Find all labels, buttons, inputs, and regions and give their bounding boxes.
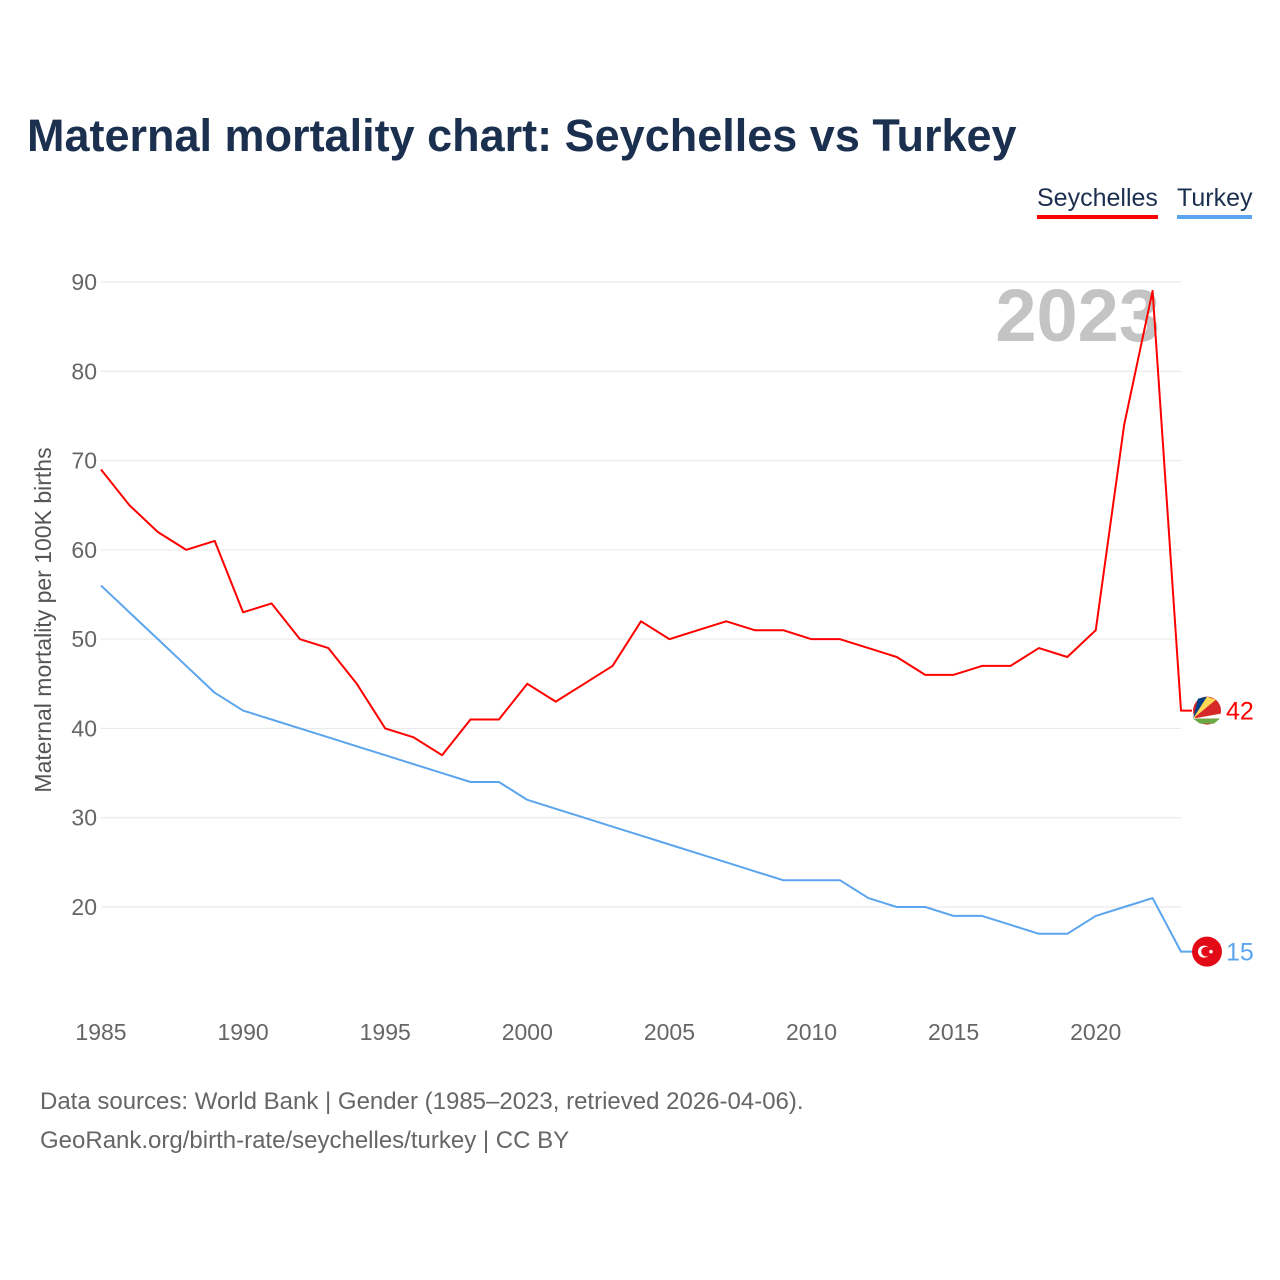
y-tick-label: 20 <box>71 894 97 920</box>
series-line-turkey <box>100 584 1192 953</box>
year-watermark: 2023 <box>995 274 1160 357</box>
chart-title: Maternal mortality chart: Seychelles vs … <box>27 110 1017 161</box>
y-tick-label: 30 <box>71 805 97 831</box>
x-tick-label: 1990 <box>218 1019 269 1045</box>
seychelles-flag-icon <box>1193 696 1221 725</box>
x-tick-label: 2015 <box>928 1019 979 1045</box>
x-tick-label: 2010 <box>786 1019 837 1045</box>
x-tick-label: 2020 <box>1070 1019 1121 1045</box>
flag-white <box>1193 713 1221 719</box>
star <box>1209 949 1213 954</box>
x-tick-label: 1985 <box>75 1019 126 1045</box>
crescent-cut <box>1201 946 1211 957</box>
y-tick-label: 50 <box>71 626 97 652</box>
legend-turkey[interactable]: Turkey <box>1177 184 1253 219</box>
y-tick-label: 70 <box>71 448 97 474</box>
x-tick-label: 2005 <box>644 1019 695 1045</box>
flag-yellow <box>1193 696 1216 719</box>
series-line-seychelles <box>100 289 1192 757</box>
end-value-label: 42 <box>1226 698 1254 726</box>
end-value-label: 15 <box>1226 939 1254 967</box>
y-tick-label: 60 <box>71 537 97 563</box>
y-tick-label: 80 <box>71 358 97 384</box>
source-note: Data sources: World Bank | Gender (1985–… <box>40 1088 804 1115</box>
turkey-flag-icon <box>1192 936 1222 967</box>
x-tick-label: 1995 <box>360 1019 411 1045</box>
y-tick-label: 40 <box>71 715 97 741</box>
legend-seychelles[interactable]: Seychelles <box>1037 184 1158 219</box>
y-axis-label: Maternal mortality per 100K births <box>30 447 56 792</box>
source-url[interactable]: GeoRank.org/birth-rate/seychelles/turkey… <box>40 1127 570 1154</box>
flag-green <box>1193 718 1220 724</box>
x-tick-label: 2000 <box>502 1019 553 1045</box>
y-tick-label: 90 <box>71 269 97 295</box>
